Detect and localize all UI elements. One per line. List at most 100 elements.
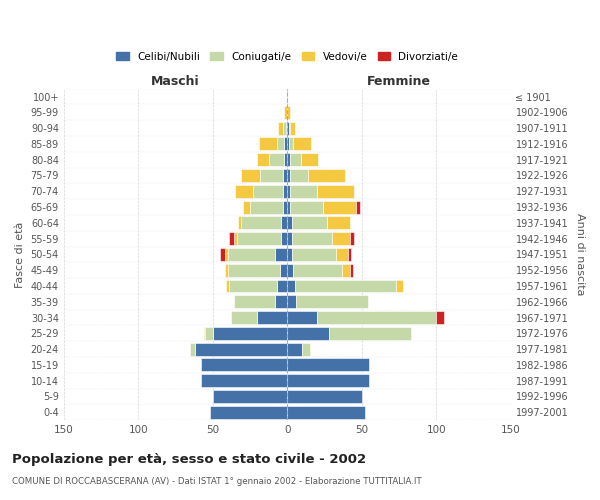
Bar	[289, 138, 293, 150]
Bar	[292, 232, 332, 245]
Bar	[287, 153, 290, 166]
Bar	[293, 264, 343, 276]
Bar	[227, 264, 280, 276]
Bar	[287, 138, 289, 150]
Bar	[284, 153, 287, 166]
Bar	[348, 248, 351, 261]
Bar	[287, 342, 302, 355]
Bar	[287, 216, 292, 230]
Bar	[328, 216, 350, 230]
Bar	[293, 138, 311, 150]
Bar	[281, 232, 287, 245]
Bar	[290, 122, 295, 134]
Bar	[308, 169, 345, 182]
Bar	[287, 311, 317, 324]
Bar	[292, 248, 337, 261]
Bar	[396, 280, 403, 292]
Bar	[233, 232, 236, 245]
Bar	[224, 264, 227, 276]
Bar	[356, 200, 360, 213]
Bar	[260, 169, 283, 182]
Bar	[287, 280, 295, 292]
Bar	[213, 390, 287, 403]
Bar	[295, 280, 396, 292]
Bar	[195, 342, 287, 355]
Bar	[350, 232, 354, 245]
Bar	[296, 296, 368, 308]
Y-axis label: Fasce di età: Fasce di età	[15, 221, 25, 288]
Bar	[230, 311, 257, 324]
Text: Maschi: Maschi	[151, 75, 200, 88]
Bar	[283, 200, 287, 213]
Bar	[205, 327, 213, 340]
Bar	[253, 185, 283, 198]
Bar	[242, 200, 250, 213]
Bar	[284, 106, 287, 119]
Bar	[287, 232, 292, 245]
Bar	[290, 185, 317, 198]
Bar	[287, 264, 293, 276]
Bar	[436, 311, 443, 324]
Bar	[190, 342, 195, 355]
Bar	[277, 280, 287, 292]
Bar	[224, 248, 227, 261]
Bar	[286, 122, 287, 134]
Bar	[283, 122, 286, 134]
Bar	[227, 248, 275, 261]
Bar	[277, 138, 284, 150]
Bar	[287, 200, 290, 213]
Bar	[257, 311, 287, 324]
Bar	[317, 311, 436, 324]
Bar	[337, 248, 348, 261]
Bar	[269, 153, 284, 166]
Bar	[213, 327, 287, 340]
Bar	[236, 232, 281, 245]
Text: COMUNE DI ROCCABASCERANA (AV) - Dati ISTAT 1° gennaio 2002 - Elaborazione TUTTIT: COMUNE DI ROCCABASCERANA (AV) - Dati IST…	[12, 477, 422, 486]
Bar	[229, 232, 233, 245]
Bar	[226, 280, 229, 292]
Bar	[287, 358, 369, 372]
Bar	[290, 200, 323, 213]
Bar	[287, 248, 292, 261]
Bar	[287, 327, 329, 340]
Bar	[287, 106, 290, 119]
Bar	[250, 200, 283, 213]
Text: Popolazione per età, sesso e stato civile - 2002: Popolazione per età, sesso e stato civil…	[12, 452, 366, 466]
Bar	[275, 296, 287, 308]
Bar	[283, 169, 287, 182]
Bar	[287, 185, 290, 198]
Bar	[201, 374, 287, 387]
Bar	[233, 296, 275, 308]
Bar	[280, 264, 287, 276]
Legend: Celibi/Nubili, Coniugati/e, Vedovi/e, Divorziati/e: Celibi/Nubili, Coniugati/e, Vedovi/e, Di…	[112, 48, 463, 66]
Bar	[350, 264, 353, 276]
Bar	[290, 153, 301, 166]
Bar	[343, 264, 350, 276]
Bar	[204, 327, 205, 340]
Bar	[210, 406, 287, 418]
Bar	[287, 122, 289, 134]
Bar	[317, 185, 354, 198]
Y-axis label: Anni di nascita: Anni di nascita	[575, 213, 585, 296]
Bar	[292, 216, 328, 230]
Bar	[301, 153, 319, 166]
Bar	[257, 153, 269, 166]
Bar	[278, 122, 283, 134]
Bar	[281, 216, 287, 230]
Bar	[290, 169, 308, 182]
Bar	[283, 185, 287, 198]
Bar	[287, 169, 290, 182]
Bar	[241, 216, 281, 230]
Bar	[332, 232, 350, 245]
Bar	[289, 122, 290, 134]
Bar	[302, 342, 310, 355]
Bar	[287, 406, 365, 418]
Bar	[201, 358, 287, 372]
Bar	[275, 248, 287, 261]
Bar	[287, 374, 369, 387]
Bar	[287, 390, 362, 403]
Bar	[241, 169, 260, 182]
Bar	[235, 185, 253, 198]
Bar	[323, 200, 356, 213]
Bar	[259, 138, 277, 150]
